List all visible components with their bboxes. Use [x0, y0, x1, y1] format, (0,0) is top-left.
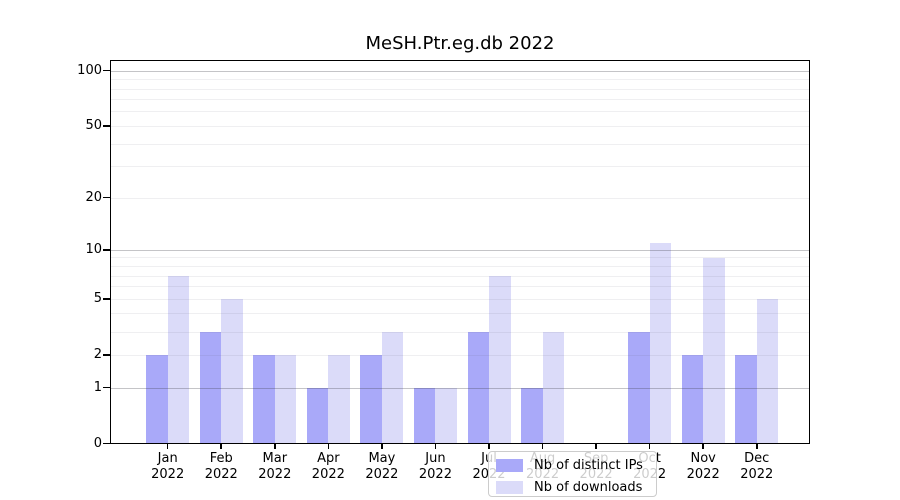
- x-tick-mark: [541, 443, 544, 449]
- y-tick-mark: [103, 353, 110, 356]
- legend: Nb of distinct IPs Nb of downloads: [488, 450, 657, 497]
- gridline: [110, 143, 810, 145]
- gridline: [110, 166, 810, 168]
- y-tick-mark: [103, 442, 110, 445]
- y-axis-tick-label: 2: [93, 346, 102, 362]
- x-tick-mark: [595, 443, 597, 449]
- x-tick-mark: [755, 443, 758, 449]
- bar: [467, 331, 489, 444]
- y-tick-mark: [103, 386, 110, 389]
- x-axis-tick-label: May 2022: [365, 451, 399, 482]
- bar: [735, 354, 757, 444]
- bar: [167, 275, 190, 444]
- gridline: [110, 70, 810, 72]
- bar: [413, 387, 436, 444]
- gridline: [110, 99, 810, 101]
- bar: [199, 331, 222, 444]
- legend-label: Nb of downloads: [534, 479, 643, 495]
- x-axis-tick-label: Feb 2022: [204, 451, 238, 482]
- gridline: [110, 197, 810, 199]
- x-axis-tick-label: Jan 2022: [151, 451, 185, 482]
- y-tick-mark: [103, 297, 110, 300]
- bar: [435, 387, 457, 444]
- x-tick-mark: [220, 443, 223, 449]
- bar: [274, 354, 297, 444]
- legend-swatch-downloads: [496, 481, 523, 494]
- bar: [360, 354, 382, 444]
- x-tick-mark: [327, 443, 330, 449]
- bar: [306, 387, 329, 444]
- gridline: [110, 125, 810, 127]
- x-tick-mark: [381, 443, 383, 449]
- y-tick-mark: [103, 248, 110, 251]
- bar: [489, 275, 511, 444]
- x-axis-tick-label: Dec 2022: [740, 451, 774, 482]
- y-tick-mark: [103, 69, 110, 72]
- gridline: [110, 249, 810, 251]
- bar: [681, 354, 704, 444]
- plot-area: Nb of distinct IPs Nb of downloads: [110, 59, 810, 497]
- bar: [328, 354, 350, 444]
- bar: [146, 354, 168, 444]
- bar: [521, 387, 543, 444]
- legend-swatch-distinct-ips: [496, 459, 523, 472]
- y-axis-tick-label: 0: [93, 435, 102, 451]
- legend-item: Nb of distinct IPs: [496, 457, 656, 475]
- x-tick-mark: [166, 443, 169, 449]
- y-axis-tick-label: 5: [93, 290, 102, 306]
- x-axis-tick-label: Jun 2022: [418, 451, 452, 482]
- y-axis-tick-label: 1: [93, 379, 102, 395]
- x-axis-tick-label: Nov 2022: [686, 451, 720, 482]
- gridline: [110, 111, 810, 113]
- x-tick-mark: [434, 443, 437, 449]
- gridline: [110, 88, 810, 90]
- bar: [253, 354, 275, 444]
- bar: [649, 242, 672, 444]
- legend-item: Nb of downloads: [496, 479, 656, 497]
- gridline: [110, 79, 810, 81]
- chart-title: MeSH.Ptr.eg.db 2022: [365, 33, 555, 54]
- x-tick-mark: [702, 443, 704, 449]
- bar: [542, 331, 565, 444]
- y-axis-tick-label: 50: [85, 117, 102, 133]
- bar: [221, 298, 243, 444]
- x-axis-tick-label: Mar 2022: [258, 451, 292, 482]
- bar: [381, 331, 404, 444]
- bar: [628, 331, 650, 444]
- y-tick-mark: [103, 196, 110, 199]
- y-axis-tick-label: 100: [77, 62, 102, 78]
- x-axis-tick-label: Apr 2022: [311, 451, 345, 482]
- x-tick-mark: [488, 443, 490, 449]
- y-axis-tick-label: 20: [85, 189, 102, 205]
- bar: [703, 257, 725, 444]
- bar: [756, 298, 779, 444]
- y-axis-tick-label: 10: [85, 241, 102, 257]
- y-tick-mark: [103, 125, 110, 127]
- x-tick-mark: [274, 443, 276, 449]
- x-tick-mark: [648, 443, 651, 449]
- legend-label: Nb of distinct IPs: [534, 457, 643, 473]
